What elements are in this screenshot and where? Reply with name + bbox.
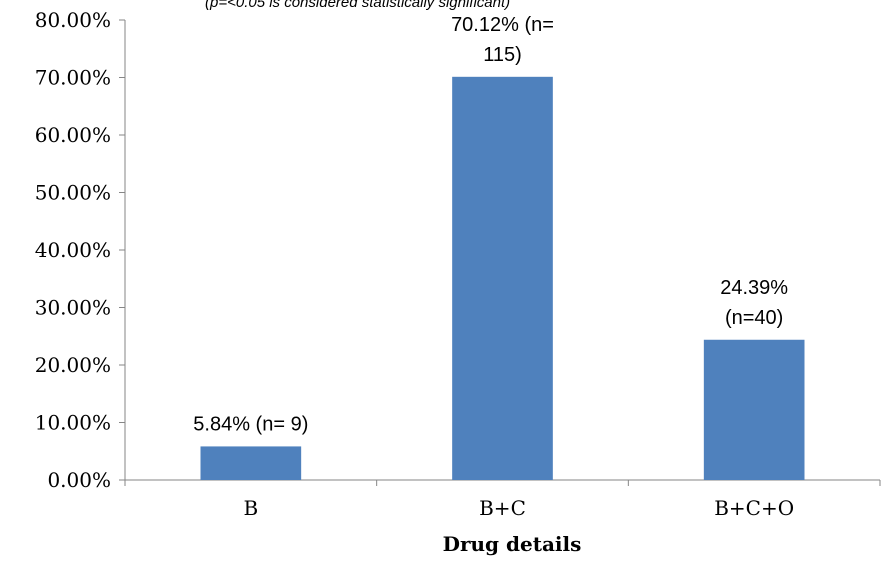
significance-note: (p=<0.05 is considered statistically sig…	[205, 0, 510, 11]
bar	[200, 446, 302, 480]
bars	[200, 76, 805, 480]
bar-data-label: 5.84% (n= 9)	[193, 413, 308, 435]
y-tick-label: 70.00%	[35, 66, 111, 90]
y-tick-label: 60.00%	[35, 123, 111, 147]
y-tick-label: 0.00%	[47, 468, 111, 492]
bar-data-label: 24.39% (n=40)	[720, 277, 788, 329]
x-category-label: B	[243, 496, 258, 520]
bar	[703, 339, 805, 480]
x-axis-ticks: B B+C B+C+O	[124, 480, 881, 520]
y-tick-label: 30.00%	[35, 296, 111, 320]
data-labels: 5.84% (n= 9) 70.12% (n= 115) 24.39% (n=40)	[193, 14, 788, 436]
x-category-label: B+C	[479, 496, 526, 520]
y-axis-ticks: 0.00% 10.00% 20.00% 30.00% 40.00% 50.00% 60.00…	[35, 8, 125, 492]
y-tick-label: 10.00%	[35, 411, 111, 435]
y-tick-label: 80.00%	[35, 8, 111, 32]
bar-data-label: 70.12% (n= 115)	[451, 14, 554, 66]
y-tick-label: 20.00%	[35, 353, 111, 377]
x-category-label: B+C+O	[714, 496, 794, 520]
x-axis-title: Drug details	[443, 532, 582, 556]
bar	[452, 76, 553, 480]
y-tick-label: 50.00%	[35, 181, 111, 205]
y-tick-label: 40.00%	[35, 238, 111, 262]
